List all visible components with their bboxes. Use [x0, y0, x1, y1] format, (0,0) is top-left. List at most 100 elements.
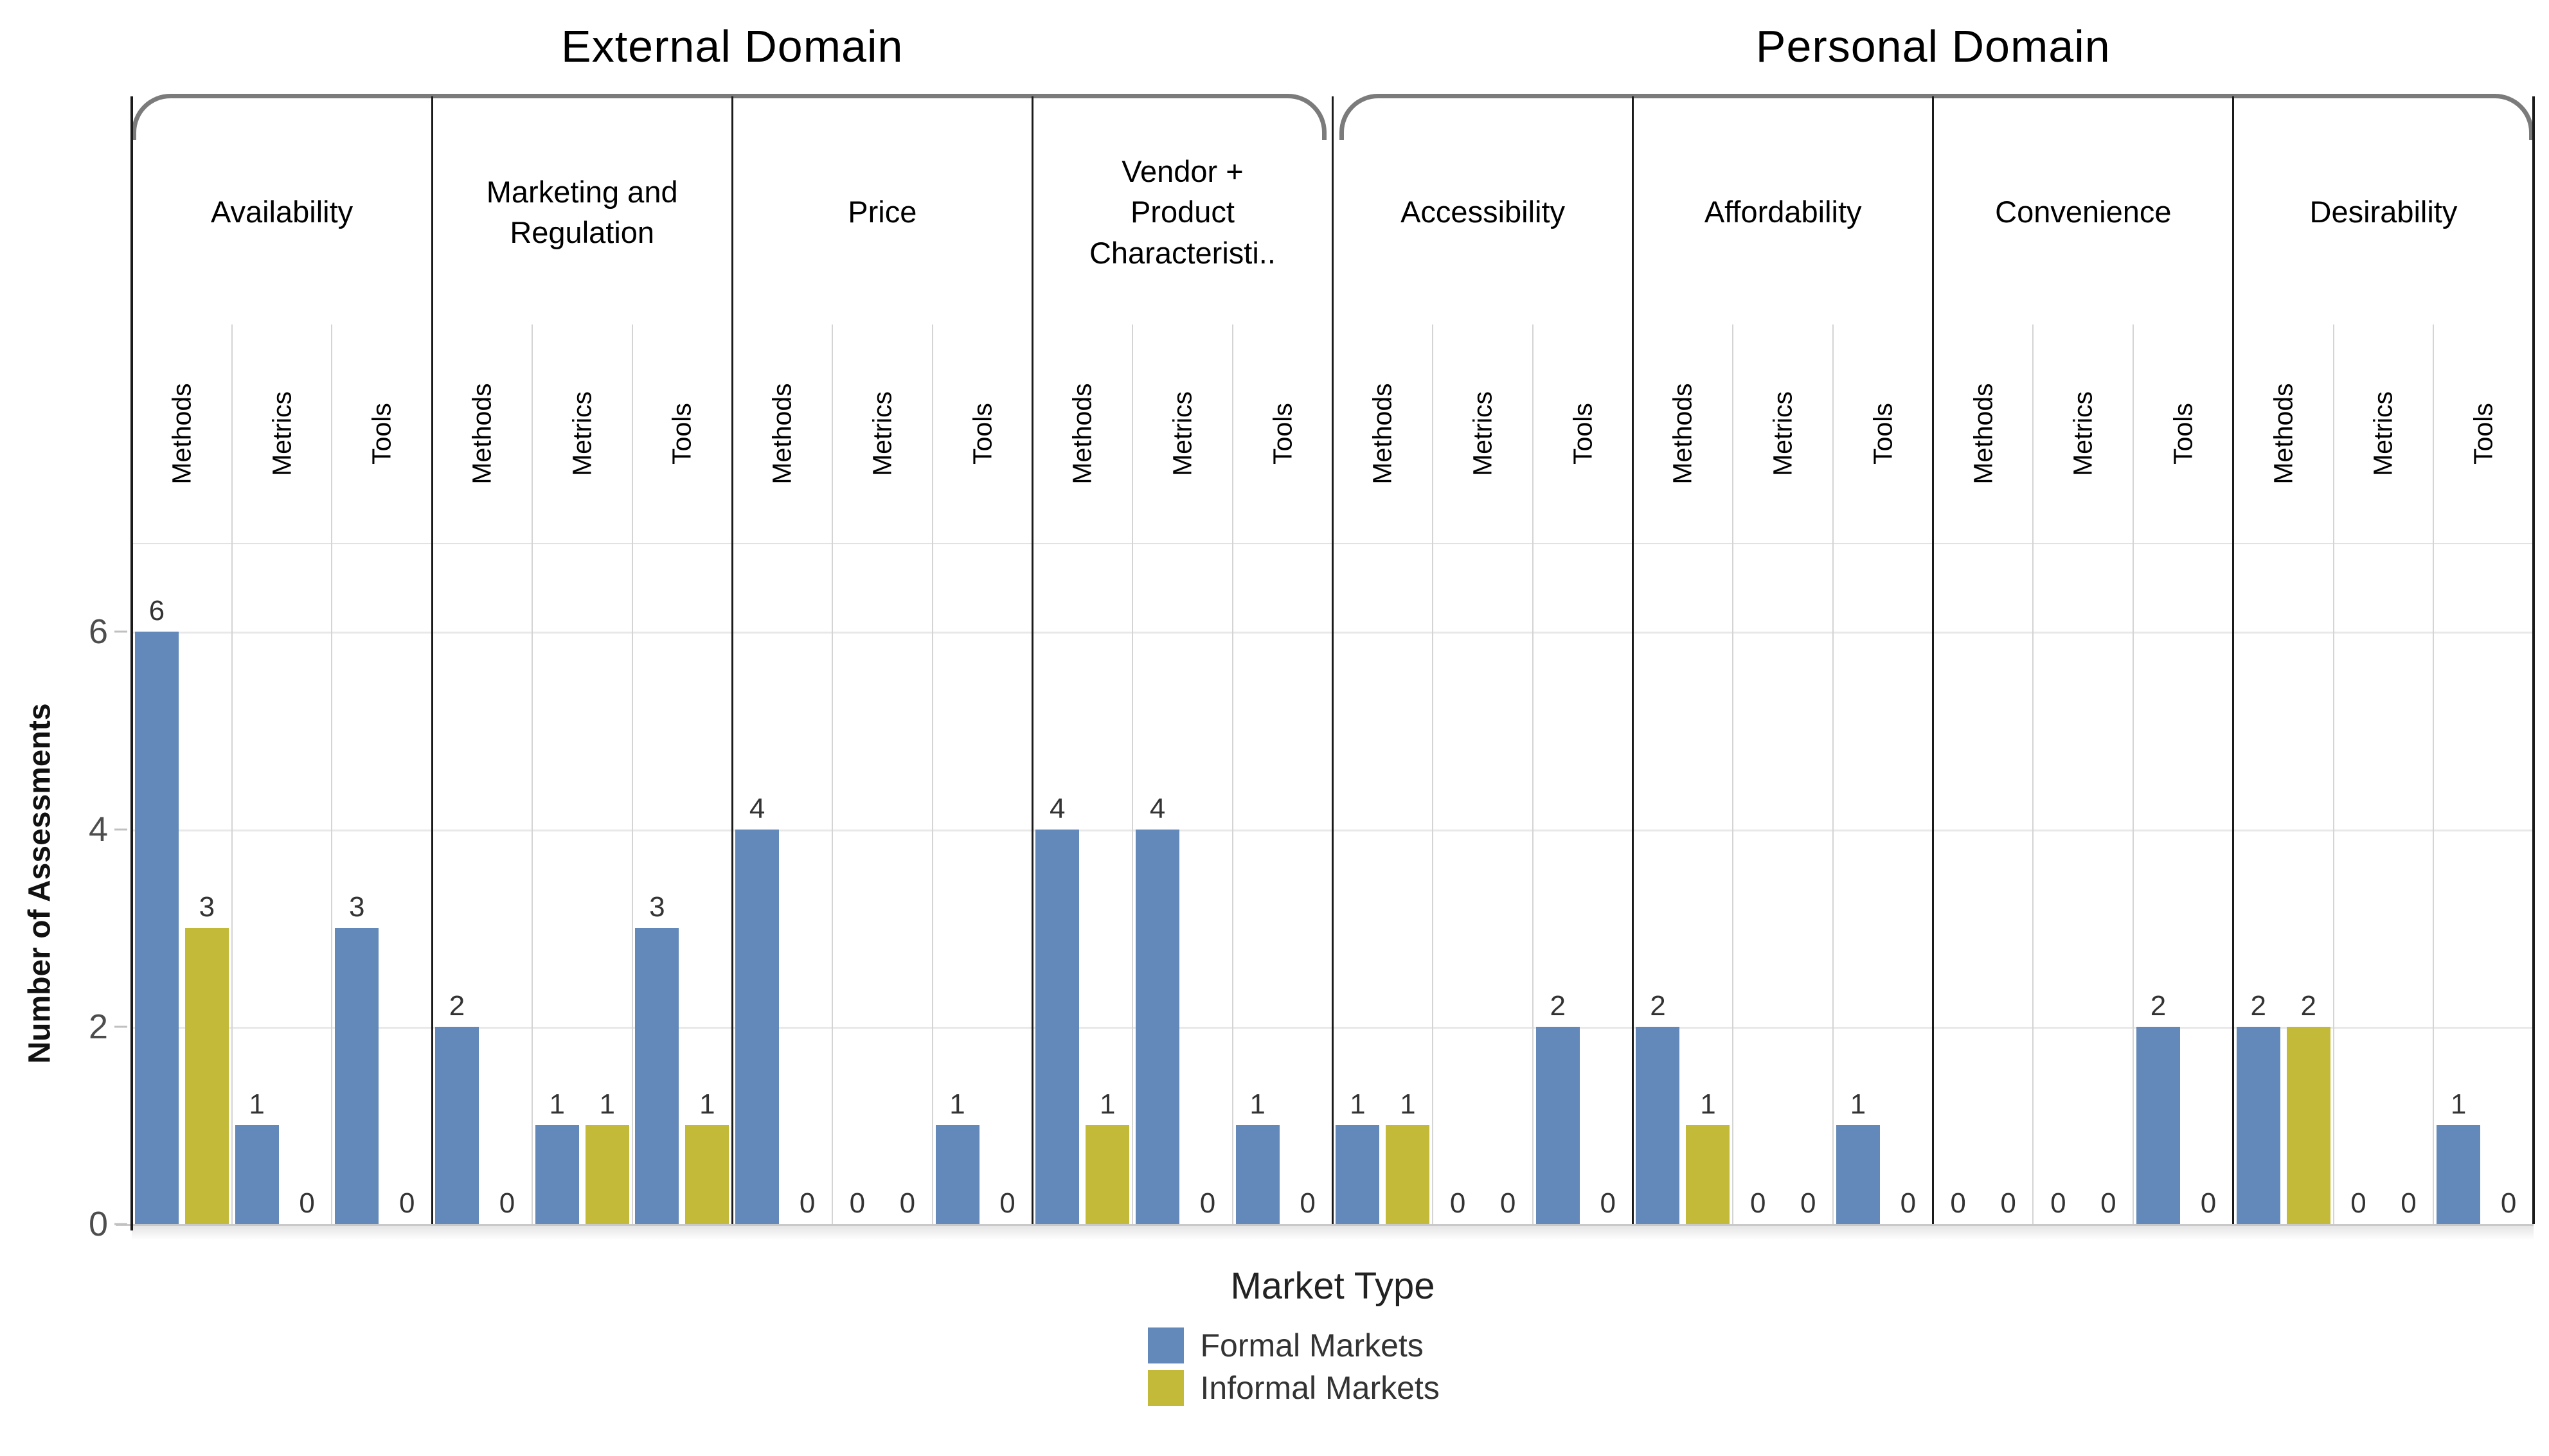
subcolumn-separator — [1132, 324, 1134, 1224]
panel-divider — [1632, 96, 1634, 1224]
legend-label: Informal Markets — [1200, 1370, 1440, 1406]
group-label-methods: Methods — [1367, 383, 1397, 484]
bar-informal — [685, 1125, 729, 1224]
group-label-methods: Methods — [1968, 383, 1998, 484]
bar-informal — [1386, 1125, 1430, 1224]
legend-swatch-informal — [1147, 1370, 1184, 1406]
bar-value-label: 0 — [1499, 1187, 1516, 1219]
bar-value-label: 0 — [1449, 1187, 1466, 1219]
bar-formal — [1235, 1125, 1280, 1224]
bar-value-label: 0 — [2401, 1187, 2417, 1219]
group-label-methods: Methods — [1067, 383, 1097, 484]
subcolumn-separator — [231, 324, 233, 1224]
subcolumn-separator — [531, 324, 533, 1224]
bar-informal — [2286, 1026, 2330, 1224]
bar-informal — [1686, 1125, 1730, 1224]
group-label-tools: Tools — [366, 403, 397, 465]
bar-value-label: 0 — [1600, 1187, 1616, 1219]
category-header: Desirability — [2309, 195, 2458, 229]
group-label-methods: Methods — [2268, 383, 2298, 484]
subcolumn-separator — [931, 324, 933, 1224]
bar-value-label: 0 — [1199, 1187, 1216, 1219]
bar-value-label: 1 — [1850, 1088, 1866, 1121]
bar-value-label: 3 — [649, 891, 665, 923]
bar-value-label: 0 — [849, 1187, 866, 1219]
bar-value-label: 0 — [2500, 1187, 2517, 1219]
bar-formal — [1836, 1125, 1880, 1224]
category-header: Accessibility — [1400, 195, 1566, 229]
bar-value-label: 0 — [799, 1187, 816, 1219]
group-label-methods: Methods — [467, 383, 497, 484]
bar-formal — [935, 1125, 979, 1224]
category-header: Affordability — [1704, 195, 1862, 229]
panel-divider — [731, 96, 733, 1224]
y-tick-mark-6 — [114, 630, 127, 633]
bar-formal — [1636, 1026, 1680, 1224]
bar-value-label: 0 — [499, 1187, 515, 1219]
bar-formal — [735, 829, 780, 1224]
legend-swatch-formal — [1147, 1327, 1184, 1363]
bar-informal — [585, 1125, 629, 1224]
subcolumn-separator — [331, 324, 333, 1224]
panel-divider — [1031, 96, 1033, 1224]
bar-value-label: 0 — [299, 1187, 315, 1219]
group-label-tools: Tools — [1267, 403, 1298, 465]
bar-value-label: 0 — [1300, 1187, 1316, 1219]
bar-value-label: 1 — [249, 1088, 265, 1121]
bar-value-label: 4 — [1149, 792, 1166, 824]
subcolumn-separator — [831, 324, 833, 1224]
legend-item: Formal Markets — [1147, 1327, 1545, 1364]
category-header: Convenience — [1995, 195, 2172, 229]
bar-formal — [1135, 829, 1179, 1224]
bar-value-label: 2 — [2150, 990, 2167, 1022]
group-label-metrics: Metrics — [2068, 391, 2098, 477]
group-label-tools: Tools — [967, 403, 997, 465]
bar-value-label: 0 — [399, 1187, 415, 1219]
bar-value-label: 4 — [749, 792, 765, 824]
domain-title-external: External Domain — [561, 21, 904, 71]
subcolumn-separator — [2133, 324, 2134, 1224]
y-tick-label-2: 2 — [88, 1007, 108, 1046]
bar-value-label: 0 — [2200, 1187, 2217, 1219]
bar-value-label: 0 — [1950, 1187, 1966, 1219]
bar-value-label: 3 — [349, 891, 365, 923]
y-tick-label-6: 6 — [88, 612, 108, 652]
bar-value-label: 0 — [2050, 1187, 2066, 1219]
bar-value-label: 1 — [1700, 1088, 1716, 1121]
x-axis-shadow — [132, 1226, 2534, 1240]
bar-formal — [235, 1125, 279, 1224]
plot-left-border — [130, 96, 133, 1230]
panel-divider — [431, 96, 433, 1224]
subcolumn-separator — [1732, 324, 1734, 1224]
y-tick-label-4: 4 — [88, 810, 108, 849]
y-tick-mark-4 — [114, 828, 127, 830]
bar-value-label: 1 — [699, 1088, 715, 1121]
bar-value-label: 2 — [2300, 990, 2316, 1022]
bar-formal — [434, 1026, 479, 1224]
bar-formal — [635, 928, 679, 1224]
subcolumn-separator — [1532, 324, 1534, 1224]
subcolumn-separator — [1432, 324, 1434, 1224]
subcolumn-separator — [1231, 324, 1233, 1224]
subcolumn-separator — [2433, 324, 2435, 1224]
category-header: Availability — [210, 195, 353, 229]
group-label-metrics: Metrics — [1167, 391, 1197, 477]
bar-value-label: 1 — [1099, 1088, 1116, 1121]
y-tick-label-0: 0 — [88, 1205, 108, 1243]
group-label-metrics: Metrics — [867, 391, 897, 477]
plot-right-border — [2532, 96, 2535, 1224]
panel-divider — [1932, 96, 1935, 1224]
bar-value-label: 1 — [549, 1088, 565, 1121]
y-tick-mark-0 — [114, 1223, 127, 1225]
bar-value-label: 0 — [2000, 1187, 2016, 1219]
bar-value-label: 4 — [1049, 792, 1066, 824]
subcolumn-separator — [2032, 324, 2034, 1224]
group-label-tools: Tools — [1868, 403, 1898, 465]
bar-formal — [134, 632, 179, 1224]
group-label-tools: Tools — [2168, 403, 2198, 465]
bar-value-label: 2 — [1650, 990, 1666, 1022]
bar-formal — [335, 928, 379, 1224]
legend-title: Market Type — [1230, 1265, 1435, 1307]
bar-value-label: 1 — [1400, 1088, 1416, 1121]
category-header: Vendor + Product Characteristi.. — [1089, 154, 1276, 270]
